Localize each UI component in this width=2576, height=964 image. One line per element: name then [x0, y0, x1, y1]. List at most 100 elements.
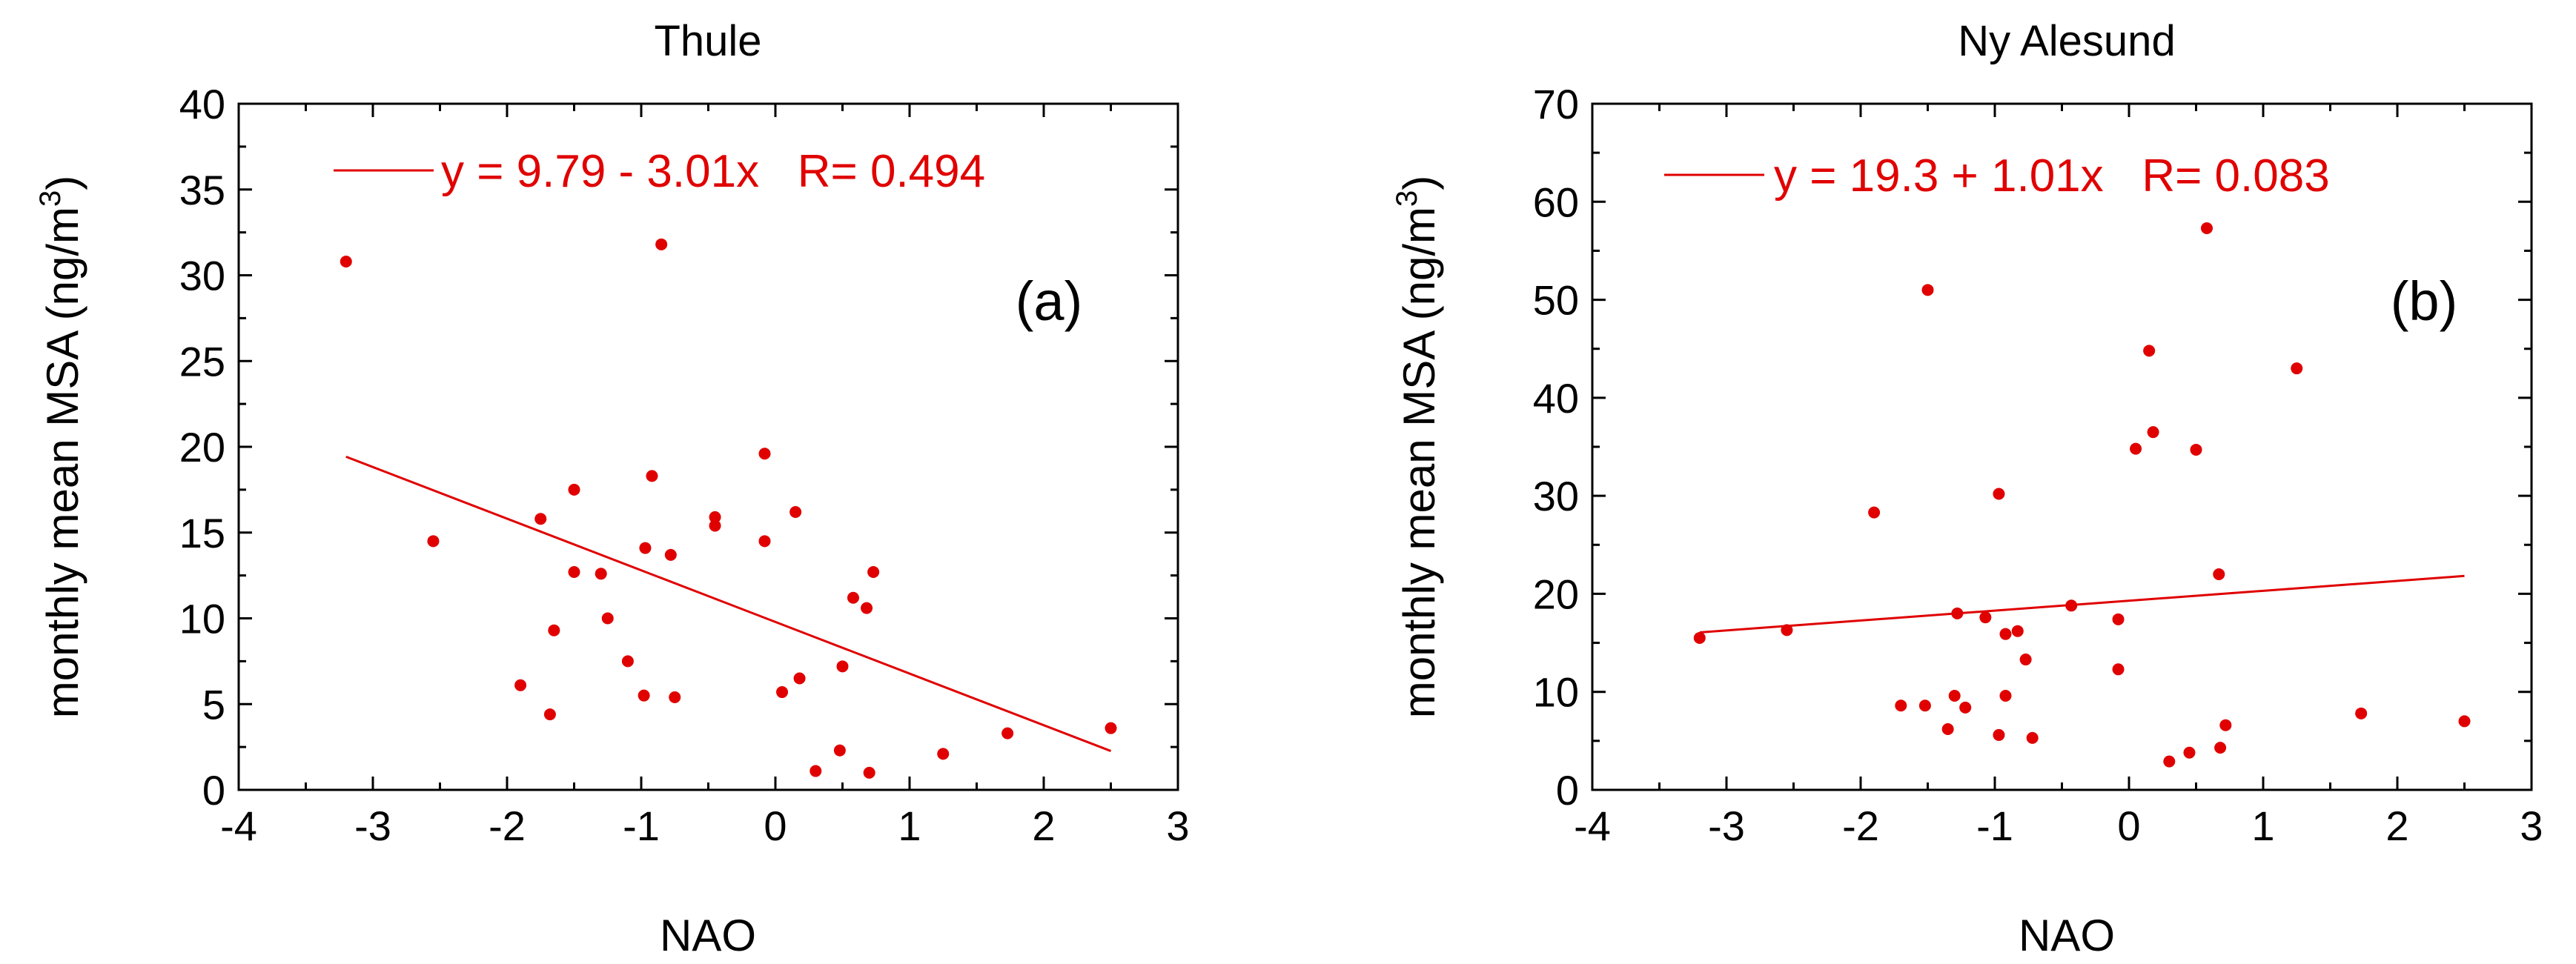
y-tick-label: 0 [202, 767, 225, 814]
data-point [863, 766, 875, 779]
x-tick-label: -3 [1708, 802, 1745, 849]
data-point [2291, 362, 2303, 375]
data-point [793, 672, 806, 685]
tick-marks [237, 102, 1179, 791]
x-tick-label: 0 [2117, 802, 2140, 849]
data-point [809, 765, 822, 777]
y-axis-label-close: ) [38, 176, 87, 190]
data-point [2065, 599, 2078, 612]
data-point [1959, 701, 1972, 714]
data-point [847, 591, 859, 604]
y-axis-label-close: ) [1394, 176, 1444, 190]
data-point [2019, 654, 2032, 666]
data-point [1979, 611, 1992, 624]
data-point [427, 535, 440, 548]
data-point [833, 744, 846, 757]
y-tick-label: 20 [1533, 571, 1579, 617]
y-tick-label: 10 [179, 596, 225, 642]
x-axis-label: NAO [660, 911, 756, 960]
data-point [2458, 715, 2471, 728]
chart-title: Ny Alesund [1958, 17, 2175, 65]
data-point [1895, 699, 1907, 712]
y-axis-label-main: monthly mean MSA (ng/m [1394, 207, 1444, 718]
y-tick-label: 50 [1533, 277, 1579, 324]
x-tick-label: 3 [2520, 802, 2543, 849]
regression-line [1699, 574, 2465, 634]
data-point [2213, 568, 2225, 580]
x-tick-label: -1 [623, 802, 660, 849]
data-point [1918, 699, 1931, 712]
regression-line [345, 455, 1112, 752]
data-point [937, 748, 950, 760]
panel-label: (b) [2391, 270, 2457, 332]
x-tick-label: -1 [1976, 802, 2013, 849]
data-point [638, 689, 650, 702]
x-tick-label: 2 [2385, 802, 2408, 849]
data-point [1941, 722, 1954, 735]
data-point [1001, 727, 1014, 739]
data-point [709, 511, 721, 523]
x-tick-label: -4 [220, 802, 257, 849]
data-point [2219, 719, 2232, 731]
data-point [867, 565, 880, 578]
data-point [601, 612, 614, 625]
data-point [1993, 728, 2005, 741]
x-tick-label: -4 [1574, 802, 1611, 849]
data-point [1999, 628, 2012, 640]
y-tick-label: 30 [1533, 473, 1579, 519]
y-axis-label-superscript: 3 [1391, 190, 1423, 207]
y-tick-label: 60 [1533, 179, 1579, 225]
data-point [646, 470, 658, 482]
y-tick-label: 30 [179, 253, 225, 299]
y-tick-label: 5 [202, 681, 225, 728]
data-point [340, 255, 352, 267]
tick-marks [1591, 102, 2533, 791]
data-point [2130, 442, 2142, 455]
data-point [664, 548, 677, 561]
data-point [595, 568, 607, 580]
data-point [568, 565, 580, 578]
data-point [1948, 690, 1961, 702]
data-point [776, 686, 789, 699]
data-point [2011, 625, 2024, 637]
x-tick-label: -2 [489, 802, 526, 849]
y-tick-labels: 0 5 10 15 20 25 30 35 40 [179, 81, 225, 814]
x-tick-label: 3 [1166, 802, 1189, 849]
panel-label: (a) [1016, 270, 1082, 332]
chart-panel-thule: Thule -4 -3 -2 -1 0 1 2 3 0 5 10 15 20 25 30 35 40 y = … [34, 17, 1190, 960]
x-tick-labels: -4 -3 -2 -1 0 1 2 3 [1574, 802, 2543, 849]
chart-title: Thule [654, 17, 761, 65]
data-point [1868, 506, 1881, 519]
y-axis-label-main: monthly mean MSA (ng/m [38, 207, 87, 718]
y-tick-label: 35 [179, 167, 225, 213]
y-tick-label: 40 [179, 81, 225, 127]
data-point [2183, 746, 2196, 759]
x-axis-label: NAO [2019, 911, 2115, 960]
data-point [861, 602, 873, 614]
data-point [514, 679, 527, 691]
data-point [789, 505, 802, 518]
y-tick-label: 40 [1533, 375, 1579, 422]
data-point [1781, 624, 1793, 636]
y-axis-label: monthly mean MSA (ng/m3) [1391, 176, 1444, 719]
y-tick-label: 20 [179, 424, 225, 471]
data-point [1693, 631, 1706, 644]
data-point [1999, 690, 2012, 702]
data-point [1105, 722, 1117, 734]
legend-equation: y = 9.79 - 3.01x R= 0.494 [441, 146, 985, 197]
x-tick-labels: -4 -3 -2 -1 0 1 2 3 [220, 802, 1189, 849]
data-point [1993, 488, 2005, 500]
data-point [548, 624, 560, 636]
x-tick-label: 2 [1032, 802, 1055, 849]
data-point [758, 535, 771, 548]
chart-panel-ny-alesund: Ny Alesund -4 -3 -2 -1 0 1 2 3 010203040506070 … [1391, 17, 2543, 960]
y-tick-label: 10 [1533, 669, 1579, 716]
data-point [568, 483, 580, 496]
data-point [2143, 345, 2156, 357]
y-tick-label: 0 [1556, 767, 1579, 814]
y-tick-label: 70 [1533, 81, 1579, 127]
data-points [1693, 222, 2471, 768]
data-point [2112, 613, 2125, 625]
data-point [2147, 426, 2159, 439]
